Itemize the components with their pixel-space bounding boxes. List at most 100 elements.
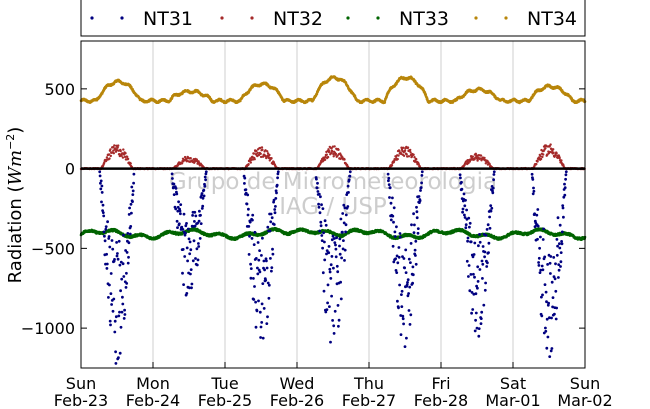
nt31-point [116,257,120,261]
nt31-point [191,259,195,263]
nt31-point [192,239,196,243]
nt31-point [256,272,260,276]
nt31-point [204,178,208,182]
nt31-point [125,271,128,275]
nt32-point [332,152,335,156]
nt31-point [194,214,198,218]
nt31-point [190,286,193,290]
nt32-point [117,144,120,147]
nt31-point [116,252,119,255]
nt31-point [255,309,259,313]
nt32-point [415,157,418,161]
nt31-point [274,197,278,200]
nt31-point [247,225,251,228]
nt31-point [99,179,103,183]
nt31-point [123,308,126,312]
nt31-point [104,227,108,231]
nt31-point [199,213,202,217]
nt31-point [101,203,105,207]
nt31-point [265,322,269,325]
nt31-point [113,258,116,261]
nt32-point [483,156,486,160]
nt31-point [124,286,128,289]
nt31-point [272,198,276,202]
nt31-point [185,222,188,225]
nt32-point [562,164,565,167]
nt31-point [276,170,280,174]
nt31-point [125,251,129,254]
nt31-point [176,226,179,230]
nt32-point [539,157,543,161]
nt31-point [202,188,206,192]
nt31-point [243,182,246,185]
nt32-point [476,159,479,162]
nt32-point [552,151,555,154]
nt31-point [253,285,256,288]
nt31-point [252,277,255,280]
nt32-point [552,148,555,151]
nt31-point [109,272,113,275]
nt31-point [317,202,320,206]
nt31-point [127,255,130,259]
nt31-point [181,248,185,251]
nt32-point [558,156,561,160]
nt31-point [246,193,250,197]
nt31-point [316,190,320,193]
nt31-point [260,321,264,324]
nt32-point [116,146,119,149]
nt31-point [197,219,201,223]
nt31-point [127,241,131,245]
nt31-point [266,315,269,319]
nt31-point [103,239,107,243]
nt31-point [107,296,110,299]
nt31-point [105,267,109,270]
nt31-point [98,174,102,178]
nt32-point [409,151,412,154]
nt31-point [258,310,262,314]
nt31-point [117,356,120,360]
nt31-point [251,218,254,222]
nt31-point [189,248,193,252]
nt31-point [202,194,206,198]
nt31-point [256,241,260,244]
nt31-point [263,268,266,272]
nt31-point [257,258,261,262]
nt31-point [98,170,102,174]
nt32-point [539,155,542,158]
nt31-point [269,212,273,216]
nt31-point [109,292,113,295]
nt31-point [188,286,191,290]
nt31-point [112,297,116,301]
nt32-point [471,155,474,158]
nt31-point [99,187,103,191]
nt31-point [181,228,185,231]
nt31-point [250,237,254,240]
nt31-point [119,260,123,264]
legend-label: NT31 [143,8,193,30]
nt32-point [253,158,256,161]
nt31-point [261,336,265,340]
nt31-point [200,192,204,195]
nt31-point [276,172,280,176]
nt31-point [122,317,126,320]
nt31-point [243,176,247,180]
nt31-point [117,314,121,318]
nt31-point [100,191,104,194]
nt31-point [265,266,269,270]
nt32-point [111,146,115,149]
nt31-point [266,225,270,229]
nt32-point [247,163,250,166]
nt32-point [109,154,113,158]
nt32-point [390,164,394,167]
legend-entry-nt31: NT31 [90,8,193,30]
nt31-point [257,299,260,303]
nt32-point [120,154,123,157]
nt32-point [122,148,125,151]
nt31-point [126,232,130,235]
nt31-point [204,170,208,174]
nt32-point [108,157,111,160]
nt31-point [196,221,200,225]
nt31-point [270,216,274,220]
nt32-point [417,163,420,166]
legend-box [80,0,586,37]
